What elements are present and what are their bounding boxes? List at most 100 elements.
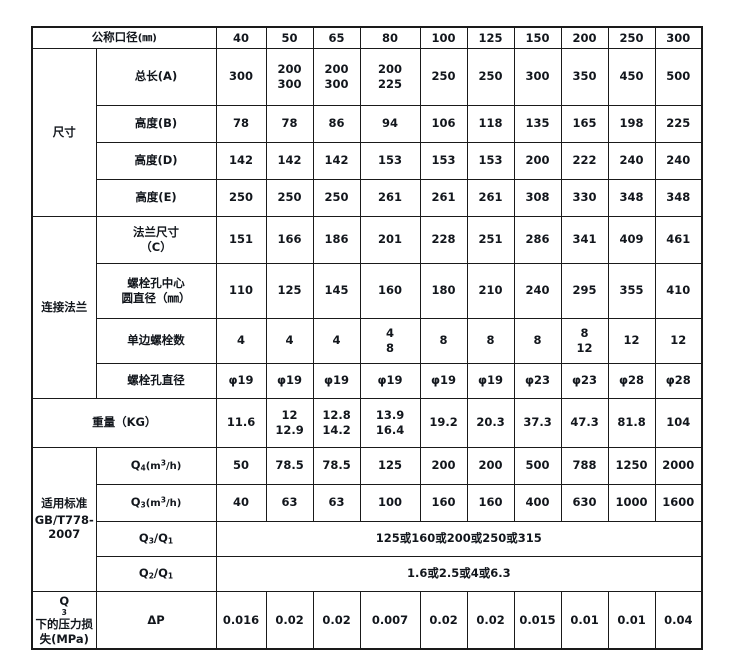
value-cell: 8 — [419, 317, 468, 364]
value-cell: 4 — [265, 317, 314, 364]
value-cell: 40 — [215, 483, 267, 522]
value-cell: 63 — [265, 483, 314, 522]
flange-size-label-line2: （C） — [140, 239, 172, 254]
table-row-flow-q3: Q3(m3/h) 40 63 63 100 160 160 400 630 10… — [32, 483, 703, 522]
table-row-height-d: 高度(D) 142 142 142 153 153 153 200 222 24… — [32, 141, 703, 180]
table-row-nominal-diameter: 公称口径(㎜) 40 50 65 80 100 125 150 200 250 … — [31, 26, 703, 49]
value-cell: 63 — [312, 483, 361, 522]
ratio-numerator-subscript: 3 — [148, 536, 154, 546]
nominal-diameter-text: 公称口径 — [91, 30, 138, 44]
size-cell: 150 — [513, 26, 562, 49]
value-cell: φ19 — [359, 362, 421, 399]
value-cell: 350 — [560, 47, 609, 106]
size-cell: 125 — [466, 26, 515, 49]
value-cell: φ28 — [607, 362, 656, 399]
table-row-flow-q4: 适用标准 GB/T778-2007 Q4(m3/h) 50 78.5 78.5 1… — [31, 446, 703, 592]
value-cell: 200 — [466, 446, 515, 485]
value-cell: 8 — [466, 317, 515, 364]
total-length-label: 总长(A) — [134, 69, 178, 84]
size-cell: 65 — [312, 26, 361, 49]
standard-label-line1: 适用标准 — [41, 496, 88, 511]
value-line-1: 200 — [277, 62, 302, 77]
value-cell: 200 300 — [265, 47, 314, 106]
value-cell: 12 — [654, 317, 703, 364]
size-cell: 40 — [215, 26, 267, 49]
value-cell: 222 — [560, 141, 609, 180]
value-cell: 78 — [215, 104, 267, 143]
value-cell: 200 300 — [312, 47, 361, 106]
value-cell: 125 — [359, 446, 421, 485]
row-label-bolt-circle-diameter: 螺栓孔中心 圆直径（㎜） — [95, 262, 217, 319]
value-line-1: 12 — [281, 408, 298, 423]
value-cell: φ28 — [654, 362, 703, 399]
q3-subscript: 3 — [140, 500, 146, 510]
standard-label-line2: GB/T778-2007 — [34, 512, 94, 542]
row-label-bolt-hole-diameter: 螺栓孔直径 — [95, 362, 217, 399]
row-label-flange-size-c: 法兰尺寸 （C） — [95, 215, 217, 264]
row-label-ratio-q3-q1: Q3/Q1 — [95, 520, 217, 557]
value-cell: 160 — [359, 262, 421, 319]
value-cell: 500 — [513, 446, 562, 485]
table-row-pressure-loss: Q 3 下的压力损 失(MPa) ΔP 0.016 0.02 0.02 0.007 0… — [31, 590, 703, 650]
value-cell: 8 — [513, 317, 562, 364]
table-row-bolt-hole-diameter: 螺栓孔直径 φ19 φ19 φ19 φ19 φ19 φ19 φ23 φ23 φ2… — [32, 362, 703, 399]
value-cell: 104 — [654, 397, 703, 448]
merged-value-cell: 125或160或200或250或315 — [215, 520, 703, 557]
value-cell: 0.02 — [419, 590, 468, 650]
value-cell: 20.3 — [466, 397, 515, 448]
value-cell: φ23 — [560, 362, 609, 399]
row-label-height-b: 高度(B) — [95, 104, 217, 143]
value-cell: 240 — [654, 141, 703, 180]
value-line-1: 12.8 — [322, 408, 351, 423]
value-cell: 125 — [265, 262, 314, 319]
value-cell: 78.5 — [312, 446, 361, 485]
value-cell: 142 — [312, 141, 361, 180]
value-cell: 355 — [607, 262, 656, 319]
row-label-height-d: 高度(D) — [95, 141, 217, 180]
value-line-1: 4 — [386, 326, 395, 341]
value-cell: 19.2 — [419, 397, 468, 448]
value-cell: 261 — [466, 178, 515, 217]
q4-unit: (m3/h) — [145, 458, 182, 472]
value-cell: 261 — [359, 178, 421, 217]
value-cell: 286 — [513, 215, 562, 264]
value-cell: 788 — [560, 446, 609, 485]
value-line-1: 13.9 — [375, 408, 405, 423]
flange-size-label-line1: 法兰尺寸 — [133, 225, 179, 240]
value-cell: 300 — [215, 47, 267, 106]
value-cell: 94 — [359, 104, 421, 143]
value-line-1: 200 — [378, 62, 403, 77]
value-cell: 0.02 — [312, 590, 361, 650]
value-cell: 12 — [607, 317, 656, 364]
value-cell: 250 — [265, 178, 314, 217]
pressure-loss-label-line2: 失(MPa) — [39, 631, 89, 646]
value-cell: 348 — [607, 178, 656, 217]
value-cell: 261 — [419, 178, 468, 217]
value-cell: 0.02 — [466, 590, 515, 650]
value-cell: 500 — [654, 47, 703, 106]
value-cell: 0.016 — [215, 590, 267, 650]
q4-subscript: 4 — [140, 463, 146, 473]
value-cell: 106 — [419, 104, 468, 143]
value-cell: 250 — [215, 178, 267, 217]
value-cell: 0.015 — [513, 590, 562, 650]
value-cell: 250 — [466, 47, 515, 106]
value-cell: 13.9 16.4 — [359, 397, 421, 448]
value-cell: 153 — [419, 141, 468, 180]
row-label-flow-q3: Q3(m3/h) — [95, 483, 217, 522]
value-cell: 47.3 — [560, 397, 609, 448]
value-cell: 142 — [215, 141, 267, 180]
row-label-ratio-q2-q1: Q2/Q1 — [95, 555, 217, 592]
value-cell: 295 — [560, 262, 609, 319]
value-cell: 0.02 — [265, 590, 314, 650]
table-row-ratio-q3-q1: Q3/Q1 125或160或200或250或315 — [32, 520, 703, 557]
value-line-1: 8 — [580, 326, 589, 341]
value-cell: φ19 — [466, 362, 515, 399]
page-root: 公称口径(㎜) 40 50 65 80 100 125 150 200 250 … — [31, 26, 704, 650]
row-label-total-length: 总长(A) — [95, 47, 217, 106]
value-cell: 135 — [513, 104, 562, 143]
value-cell: 153 — [466, 141, 515, 180]
value-cell: 8 12 — [560, 317, 609, 364]
value-cell: 186 — [312, 215, 361, 264]
